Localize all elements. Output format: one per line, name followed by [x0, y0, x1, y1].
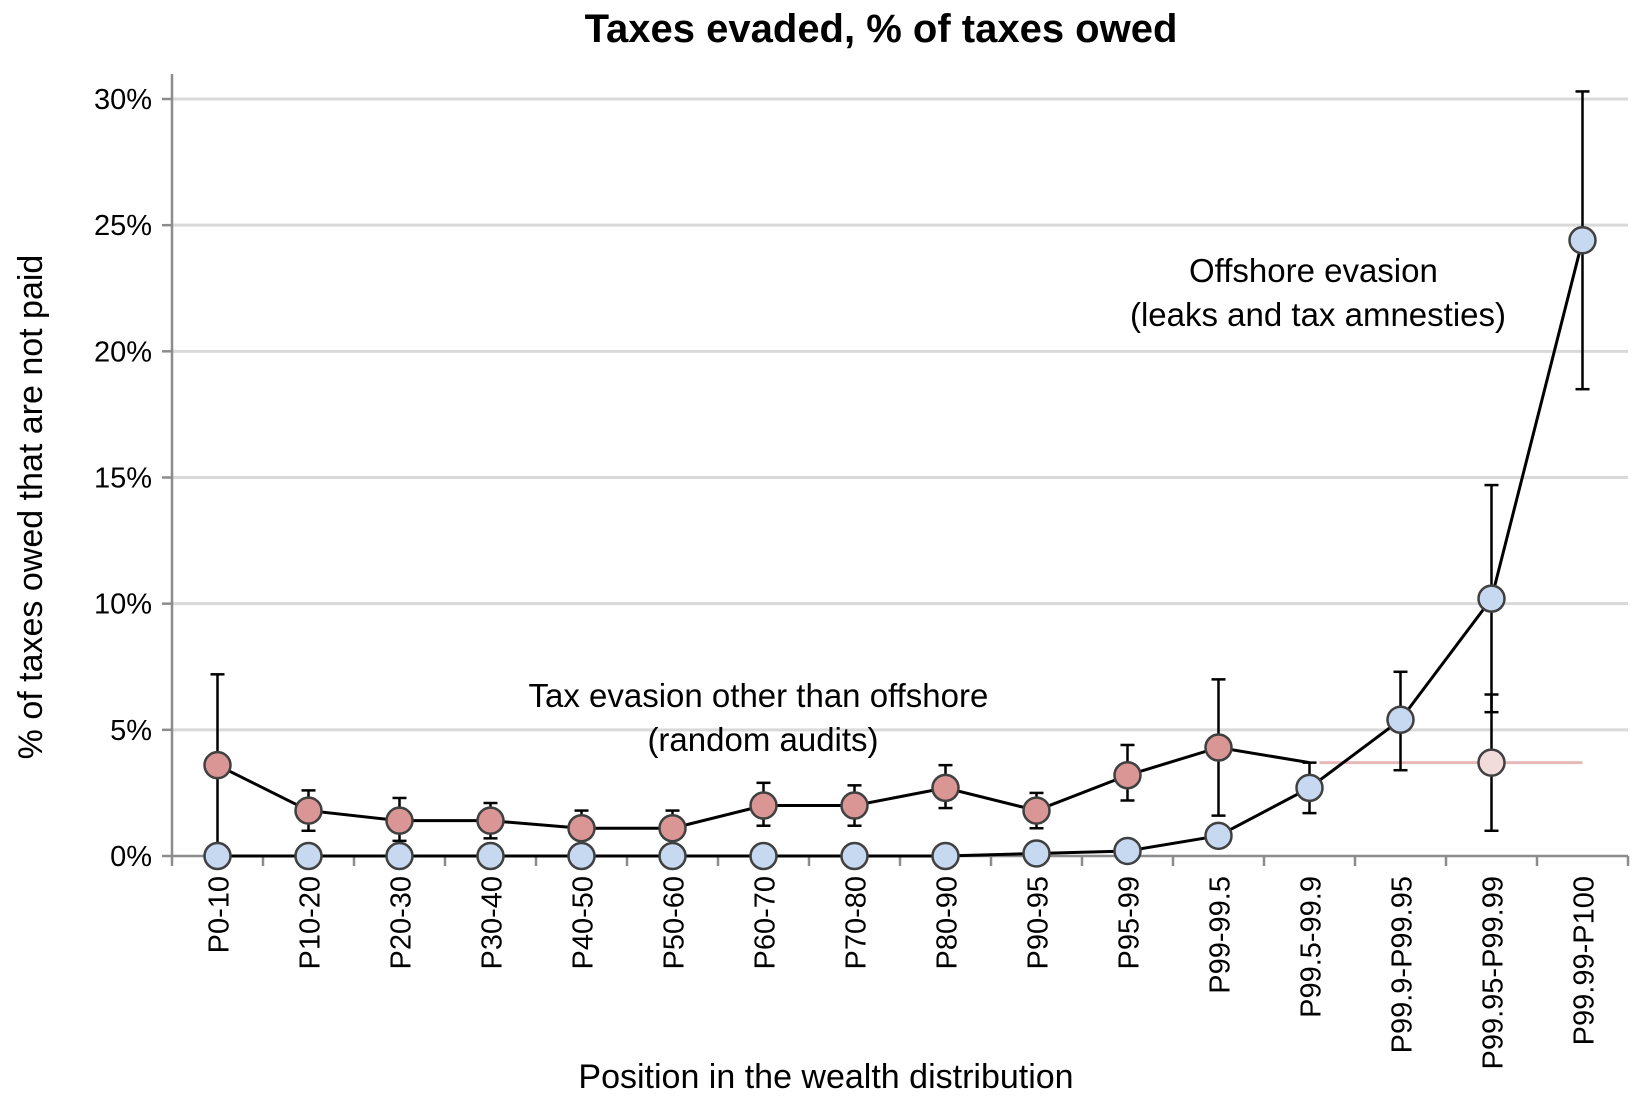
x-tick-label: P99-99.5 — [1205, 876, 1237, 994]
point-other — [749, 791, 778, 820]
x-tick-label: P99.9-P99.95 — [1387, 876, 1419, 1053]
error-bars — [210, 90, 1590, 858]
y-tick-label: 0% — [110, 841, 152, 873]
x-tick-label: P0-10 — [204, 876, 236, 953]
series-line-offshore — [217, 239, 1584, 858]
point-offshore — [385, 841, 414, 871]
x-tick-label: P90-95 — [1023, 876, 1055, 970]
annotation-offshore: Offshore evasion (leaks and tax amnestie… — [1130, 252, 1506, 333]
point-offshore — [1477, 584, 1506, 613]
point-other — [658, 813, 687, 843]
annotation-offshore-line-2: (leaks and tax amnesties) — [1130, 296, 1506, 333]
point-other — [1113, 761, 1142, 790]
point-offshore — [931, 841, 960, 871]
point-offshore — [294, 841, 323, 871]
y-tick-label: 15% — [94, 463, 152, 495]
data-points — [203, 226, 1597, 871]
point-other — [203, 750, 232, 780]
point-other — [840, 791, 869, 820]
point-other — [294, 796, 323, 825]
x-tick-label: P20-30 — [386, 876, 418, 970]
x-tick-label: P30-40 — [477, 876, 509, 970]
point-other — [476, 806, 505, 835]
point-other — [385, 806, 414, 835]
axes — [162, 74, 1630, 866]
x-tick-label: P95-99 — [1114, 876, 1146, 970]
chart-title: Taxes evaded, % of taxes owed — [585, 7, 1178, 51]
x-tick-labels: P0-10 P10-20 P20-30 P30-40 P40-50 P50-60 P60-7… — [204, 876, 1601, 1069]
point-offshore — [658, 841, 687, 871]
point-other — [567, 813, 596, 843]
point-offshore — [749, 841, 778, 871]
x-tick-label: P70-80 — [841, 876, 873, 970]
x-tick-label: P10-20 — [295, 876, 327, 970]
point-offshore — [1204, 821, 1233, 851]
point-offshore — [1295, 773, 1324, 803]
x-tick-label: P99.95-P99.99 — [1478, 876, 1510, 1069]
y-axis-title: % of taxes owed that are not paid — [12, 255, 50, 760]
point-other — [1204, 733, 1233, 762]
x-tick-label: P60-70 — [750, 876, 782, 970]
x-tick-label: P80-90 — [932, 876, 964, 970]
y-tick-labels: 0% 5% 10% 15% 20% 25% 30% — [94, 84, 152, 873]
x-tick-label: P40-50 — [568, 876, 600, 970]
y-tick-label: 10% — [94, 589, 152, 621]
point-offshore — [1568, 226, 1597, 255]
annotation-other: Tax evasion other than offshore (random … — [528, 677, 997, 758]
point-offshore — [1022, 839, 1051, 868]
point-offshore — [1386, 705, 1415, 734]
x-tick-label: P99.99-P100 — [1569, 876, 1601, 1045]
y-tick-label: 30% — [94, 84, 152, 116]
point-offshore — [567, 841, 596, 871]
y-tick-label: 20% — [94, 336, 152, 368]
x-tick-label: P99.5-99.9 — [1296, 876, 1328, 1018]
annotation-offshore-line-1: Offshore evasion — [1189, 252, 1438, 289]
point-offshore — [476, 841, 505, 871]
annotation-other-line-2: (random audits) — [647, 721, 878, 758]
annotation-other-line-1: Tax evasion other than offshore — [528, 677, 988, 714]
point-offshore — [203, 841, 232, 871]
y-tick-label: 5% — [110, 715, 152, 747]
point-offshore — [840, 841, 869, 871]
gridlines — [172, 97, 1628, 732]
point-other — [1022, 796, 1051, 825]
point-other-extrapolated — [1477, 748, 1506, 777]
x-tick-label: P50-60 — [659, 876, 691, 970]
point-offshore — [1113, 836, 1142, 866]
point-other — [931, 773, 960, 803]
y-tick-label: 25% — [94, 210, 152, 242]
x-axis-title: Position in the wealth distribution — [578, 1058, 1073, 1096]
